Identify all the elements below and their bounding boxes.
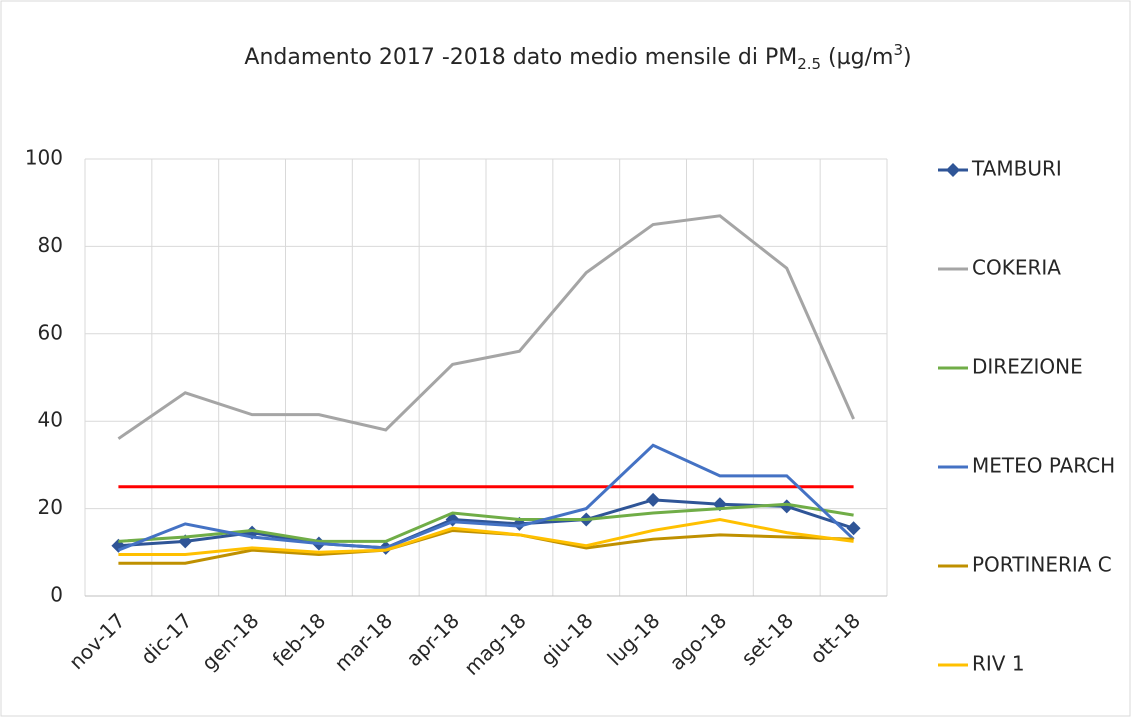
legend-label: METEO PARCH <box>972 454 1115 478</box>
marker <box>646 492 661 507</box>
series-line <box>118 502 854 543</box>
marker <box>779 499 794 514</box>
chart-title: Andamento 2017 -2018 dato medio mensile … <box>244 41 911 73</box>
marker <box>846 521 861 536</box>
legend-label: COKERIA <box>972 256 1061 280</box>
y-tick-label: 0 <box>50 583 63 607</box>
y-tick-label: 20 <box>38 495 63 519</box>
series-line <box>118 518 854 556</box>
legend-label: DIREZIONE <box>972 355 1083 379</box>
y-tick-label: 80 <box>38 233 63 257</box>
y-tick-label: 100 <box>25 146 63 170</box>
marker <box>946 163 960 177</box>
legend-label: PORTINERIA C <box>972 553 1112 577</box>
y-tick-label: 60 <box>38 320 63 344</box>
series-line <box>117 443 855 552</box>
legend-label: RIV 1 <box>972 652 1025 676</box>
y-tick-label: 40 <box>38 408 63 432</box>
legend-label: TAMBURI <box>971 157 1062 181</box>
series-line <box>117 214 855 440</box>
